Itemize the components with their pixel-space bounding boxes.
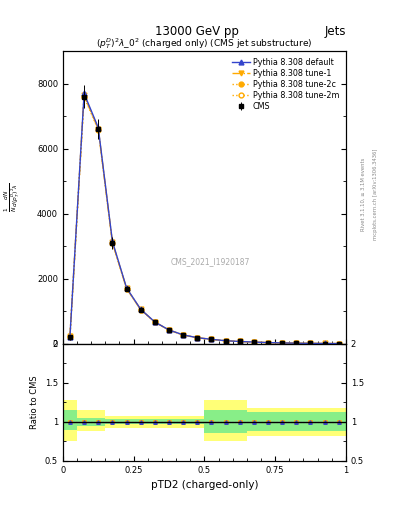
Pythia 8.308 default: [124, 285, 129, 291]
Pythia 8.308 default: [82, 91, 86, 97]
Title: $(p_T^D)^2\lambda\_0^2$ (charged only) (CMS jet substructure): $(p_T^D)^2\lambda\_0^2$ (charged only) (…: [96, 36, 312, 51]
Pythia 8.308 tune-2c: [322, 340, 327, 347]
Pythia 8.308 tune-1: [322, 340, 327, 347]
Pythia 8.308 tune-2c: [68, 333, 72, 339]
Pythia 8.308 tune-2m: [308, 340, 313, 347]
Pythia 8.308 default: [322, 340, 327, 347]
Pythia 8.308 default: [110, 238, 115, 244]
Text: mcplots.cern.ch [arXiv:1306.3436]: mcplots.cern.ch [arXiv:1306.3436]: [373, 149, 378, 240]
Pythia 8.308 tune-2c: [280, 340, 285, 346]
Pythia 8.308 tune-2c: [167, 327, 171, 333]
Pythia 8.308 default: [195, 335, 200, 341]
Pythia 8.308 tune-1: [138, 306, 143, 312]
Pythia 8.308 tune-2m: [181, 332, 185, 338]
Line: Pythia 8.308 tune-2c: Pythia 8.308 tune-2c: [68, 93, 341, 346]
Pythia 8.308 tune-2m: [96, 127, 101, 133]
Pythia 8.308 tune-1: [294, 340, 299, 346]
Pythia 8.308 tune-1: [237, 338, 242, 345]
Pythia 8.308 default: [280, 340, 285, 346]
Pythia 8.308 tune-2m: [252, 339, 256, 345]
Pythia 8.308 tune-2m: [152, 319, 157, 326]
Pythia 8.308 tune-2c: [237, 338, 242, 345]
Pythia 8.308 tune-2m: [223, 338, 228, 344]
Pythia 8.308 tune-2m: [110, 240, 115, 246]
Pythia 8.308 tune-2c: [110, 240, 115, 246]
Pythia 8.308 default: [237, 338, 242, 345]
Pythia 8.308 tune-1: [252, 339, 256, 345]
Text: 13000 GeV pp: 13000 GeV pp: [154, 26, 239, 38]
Pythia 8.308 tune-2m: [167, 327, 171, 333]
Pythia 8.308 tune-1: [96, 125, 101, 132]
Pythia 8.308 default: [167, 327, 171, 333]
Pythia 8.308 tune-2c: [209, 336, 214, 343]
Y-axis label: Ratio to CMS: Ratio to CMS: [30, 375, 39, 429]
Pythia 8.308 default: [252, 339, 256, 345]
Line: Pythia 8.308 tune-2m: Pythia 8.308 tune-2m: [68, 95, 341, 346]
Pythia 8.308 tune-2c: [308, 340, 313, 347]
Pythia 8.308 tune-2c: [96, 126, 101, 132]
Pythia 8.308 tune-2c: [181, 332, 185, 338]
Pythia 8.308 tune-2m: [294, 340, 299, 346]
Pythia 8.308 tune-2m: [336, 340, 341, 347]
Pythia 8.308 tune-1: [167, 327, 171, 333]
Pythia 8.308 tune-2m: [237, 338, 242, 345]
Pythia 8.308 tune-2m: [138, 307, 143, 313]
Pythia 8.308 tune-2c: [82, 93, 86, 99]
Pythia 8.308 default: [152, 319, 157, 325]
Pythia 8.308 tune-1: [110, 239, 115, 245]
Pythia 8.308 tune-1: [336, 340, 341, 347]
Text: Rivet 3.1.10, ≥ 3.1M events: Rivet 3.1.10, ≥ 3.1M events: [361, 158, 366, 231]
Pythia 8.308 default: [181, 332, 185, 338]
Pythia 8.308 tune-1: [223, 338, 228, 344]
Pythia 8.308 tune-1: [209, 336, 214, 343]
Pythia 8.308 default: [68, 333, 72, 339]
Pythia 8.308 default: [138, 306, 143, 312]
Legend: Pythia 8.308 default, Pythia 8.308 tune-1, Pythia 8.308 tune-2c, Pythia 8.308 tu: Pythia 8.308 default, Pythia 8.308 tune-…: [230, 55, 342, 113]
Pythia 8.308 tune-1: [195, 335, 200, 341]
Pythia 8.308 default: [223, 337, 228, 344]
Line: Pythia 8.308 default: Pythia 8.308 default: [68, 91, 341, 346]
Pythia 8.308 tune-2m: [322, 340, 327, 347]
Pythia 8.308 tune-1: [124, 285, 129, 291]
Pythia 8.308 tune-1: [181, 332, 185, 338]
Pythia 8.308 default: [266, 339, 270, 346]
X-axis label: pTD2 (charged-only): pTD2 (charged-only): [151, 480, 258, 490]
Pythia 8.308 tune-2c: [294, 340, 299, 346]
Pythia 8.308 tune-2c: [223, 338, 228, 344]
Pythia 8.308 tune-2m: [280, 340, 285, 346]
Pythia 8.308 tune-2c: [152, 319, 157, 325]
Pythia 8.308 tune-1: [68, 333, 72, 339]
Pythia 8.308 default: [96, 124, 101, 131]
Pythia 8.308 tune-2c: [336, 340, 341, 347]
Pythia 8.308 tune-2m: [209, 336, 214, 343]
Pythia 8.308 default: [209, 336, 214, 343]
Text: Jets: Jets: [324, 26, 346, 38]
Pythia 8.308 default: [308, 340, 313, 347]
Pythia 8.308 tune-2m: [195, 335, 200, 341]
Pythia 8.308 tune-2m: [124, 286, 129, 292]
Pythia 8.308 tune-2c: [124, 285, 129, 291]
Pythia 8.308 tune-2c: [266, 339, 270, 346]
Pythia 8.308 tune-1: [152, 319, 157, 325]
Pythia 8.308 tune-1: [280, 340, 285, 346]
Line: Pythia 8.308 tune-1: Pythia 8.308 tune-1: [68, 93, 341, 346]
Text: $\frac{1}{N}\frac{dN}{d(p_T^D)^2\lambda}$: $\frac{1}{N}\frac{dN}{d(p_T^D)^2\lambda}…: [2, 183, 22, 212]
Pythia 8.308 tune-2c: [252, 339, 256, 345]
Pythia 8.308 tune-1: [82, 92, 86, 98]
Pythia 8.308 tune-2m: [82, 94, 86, 100]
Pythia 8.308 tune-2c: [138, 307, 143, 313]
Pythia 8.308 default: [336, 340, 341, 347]
Pythia 8.308 default: [294, 340, 299, 346]
Pythia 8.308 tune-1: [266, 339, 270, 346]
Pythia 8.308 tune-2c: [195, 335, 200, 341]
Pythia 8.308 tune-2m: [266, 339, 270, 346]
Pythia 8.308 tune-1: [308, 340, 313, 347]
Pythia 8.308 tune-2m: [68, 334, 72, 340]
Text: CMS_2021_I1920187: CMS_2021_I1920187: [170, 258, 250, 266]
